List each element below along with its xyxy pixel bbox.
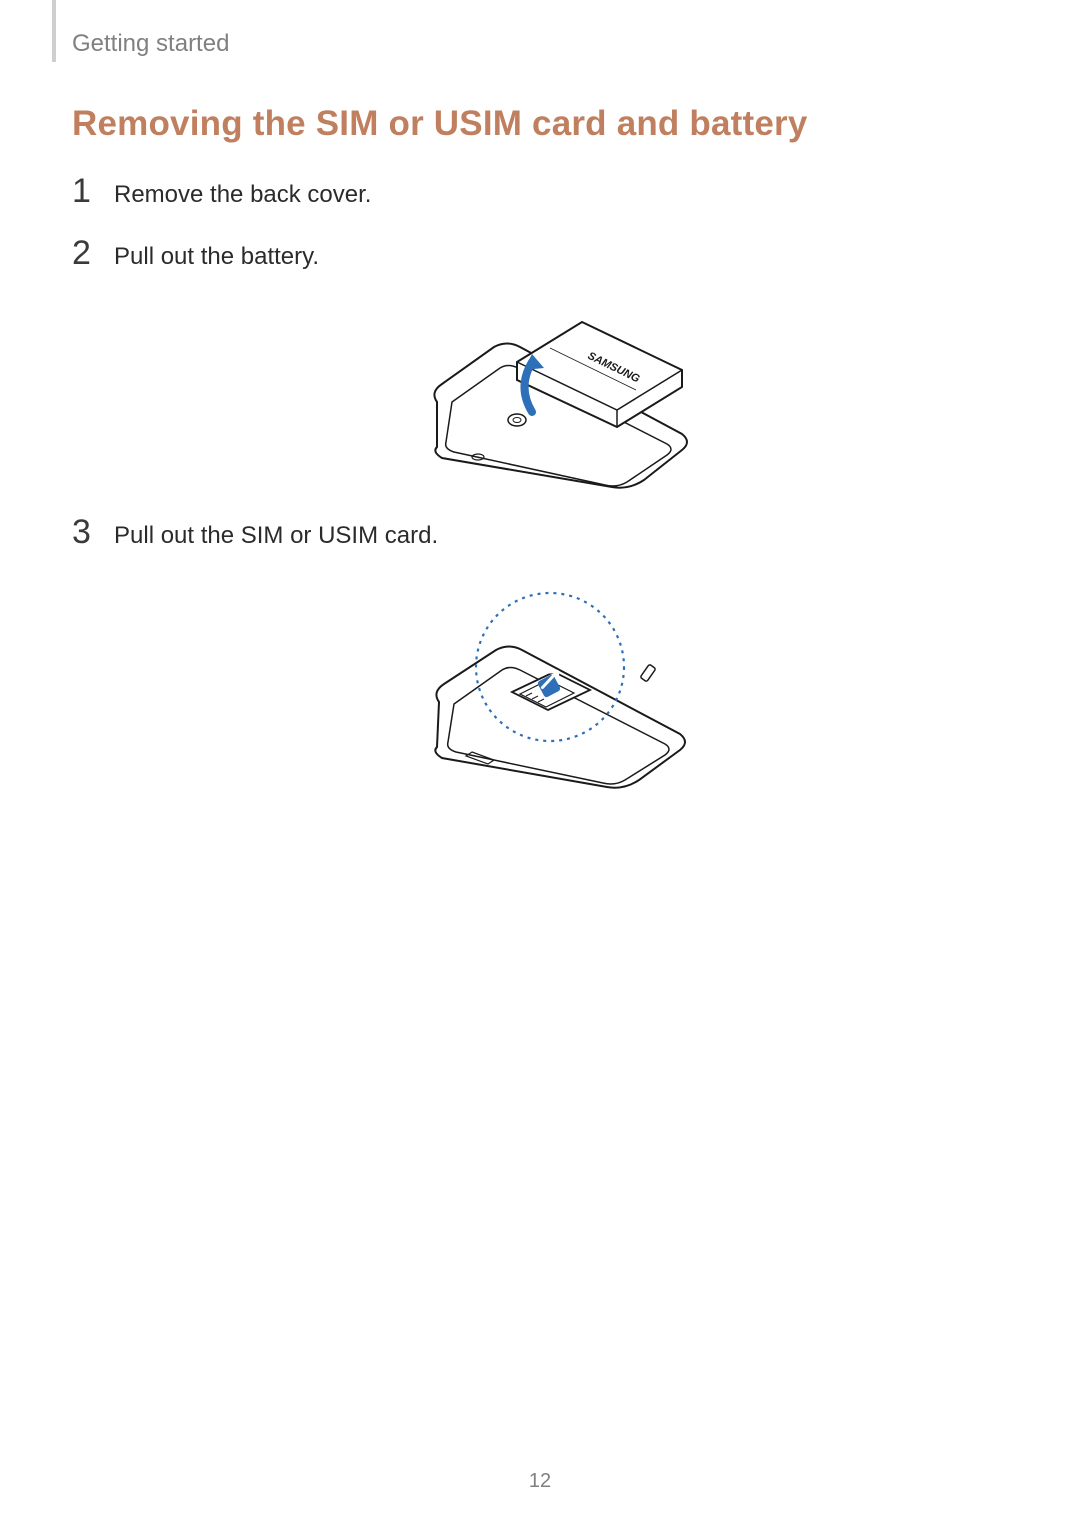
steps-list: 1 Remove the back cover. 2 Pull out the … — [72, 160, 1012, 812]
breadcrumb: Getting started — [72, 30, 229, 58]
step-number: 3 — [72, 515, 96, 549]
sim-illustration — [72, 572, 1012, 802]
step-3: 3 Pull out the SIM or USIM card. — [72, 515, 1012, 551]
step-1: 1 Remove the back cover. — [72, 174, 1012, 210]
page-number: 12 — [0, 1470, 1080, 1493]
step-2: 2 Pull out the battery. — [72, 236, 1012, 272]
header-tab-marker — [52, 0, 56, 62]
step-number: 2 — [72, 236, 96, 270]
document-page: Getting started Removing the SIM or USIM… — [0, 0, 1080, 1527]
step-text: Remove the back cover. — [114, 177, 371, 210]
battery-illustration: SAMSUNG — [72, 292, 1012, 497]
step-text: Pull out the battery. — [114, 239, 319, 272]
step-number: 1 — [72, 174, 96, 208]
battery-removal-icon: SAMSUNG — [382, 292, 702, 492]
step-text: Pull out the SIM or USIM card. — [114, 518, 438, 551]
section-title: Removing the SIM or USIM card and batter… — [72, 104, 808, 144]
sim-removal-icon — [382, 572, 702, 797]
